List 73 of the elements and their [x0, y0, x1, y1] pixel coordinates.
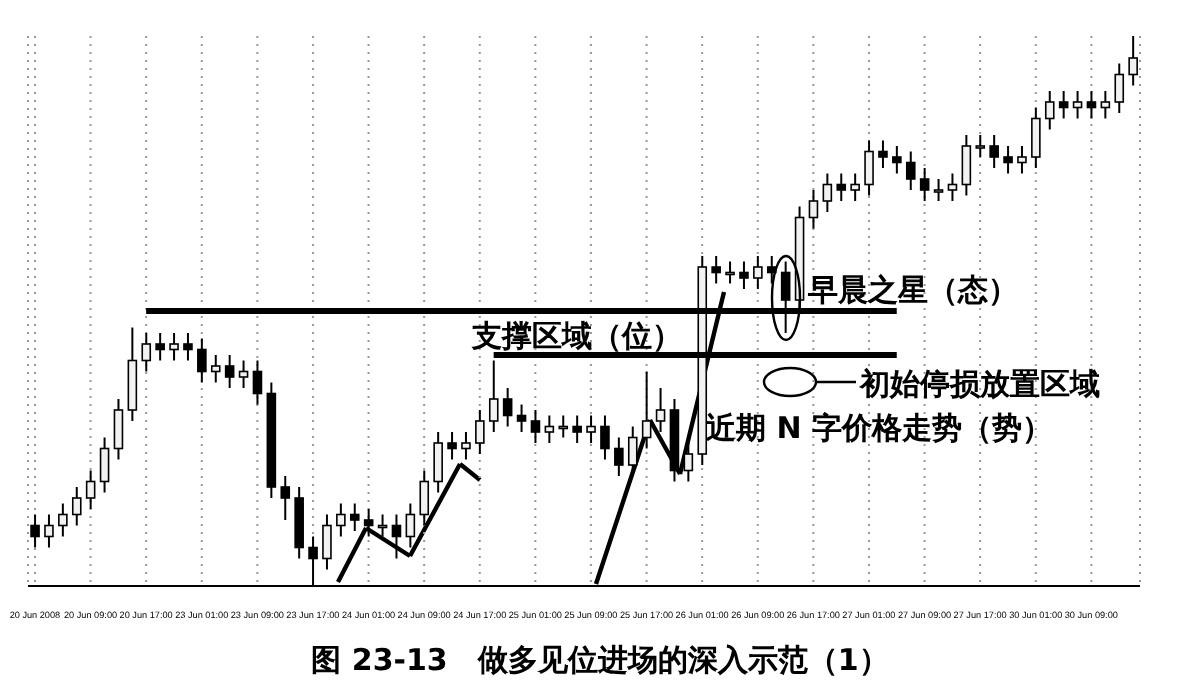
- candlestick: [947, 172, 958, 202]
- candlestick: [391, 513, 402, 560]
- candlestick: [44, 513, 54, 549]
- candlestick: [183, 332, 193, 362]
- candlestick: [85, 469, 96, 510]
- candlestick: [238, 359, 249, 389]
- candlestick: [1031, 106, 1041, 169]
- candlestick: [850, 172, 860, 202]
- candlestick: [141, 332, 152, 373]
- candlestick: [961, 134, 972, 197]
- candlestick: [336, 502, 346, 538]
- candlestick: [1086, 90, 1097, 120]
- candlestick: [905, 150, 916, 191]
- candlestick: [447, 431, 457, 461]
- candlestick: [1128, 36, 1138, 87]
- candlestick: [614, 436, 624, 477]
- candlestick: [808, 189, 819, 230]
- candlestick: [558, 414, 569, 439]
- candlestick: [711, 255, 721, 285]
- candlestick: [933, 178, 944, 202]
- candlestick: [516, 403, 527, 433]
- candlestick: [572, 414, 582, 444]
- candlestick: [739, 260, 749, 290]
- candlestick: [210, 354, 221, 384]
- candlestick: [544, 414, 555, 444]
- candlestick: [405, 502, 416, 549]
- candlestick: [71, 486, 82, 527]
- candlestick: [155, 332, 165, 362]
- candlestick: [30, 513, 40, 549]
- candlestick: [836, 172, 847, 202]
- candlestick: [99, 436, 110, 494]
- candlestick: [169, 332, 179, 362]
- annotation: 近期 N 字价格走势（势）: [704, 410, 1052, 446]
- candlestick: [461, 431, 471, 461]
- candlestick: [1114, 62, 1125, 114]
- candlestick: [1072, 90, 1083, 120]
- candlestick: [878, 139, 888, 169]
- candlestick: [322, 513, 332, 571]
- candlestick: [892, 145, 902, 175]
- candlestick: [530, 409, 541, 444]
- candlestick: [683, 442, 694, 483]
- candlestick: [1100, 90, 1111, 120]
- candlestick: [252, 359, 263, 406]
- candlestick: [197, 337, 207, 384]
- candlestick: [502, 387, 513, 428]
- annotation: 早晨之星（态）: [806, 272, 1018, 308]
- candlestick: [349, 502, 360, 532]
- candlestick: [475, 409, 485, 455]
- annotation: 支撑区域（位）: [470, 318, 682, 354]
- candlestick: [600, 414, 610, 461]
- candlestick: [280, 475, 291, 521]
- candlestick: [864, 139, 874, 197]
- candlestick: [419, 469, 430, 527]
- candlestick: [1003, 145, 1013, 175]
- candlestick: [58, 502, 68, 538]
- candlestick: [1044, 90, 1055, 131]
- annotation: 初始停损放置区域: [858, 366, 1100, 402]
- text: 图 23-13 做多见位进场的深入示范（1）: [309, 640, 891, 682]
- candlestick: [586, 414, 596, 444]
- candlestick: [1058, 90, 1069, 120]
- candlestick: [919, 167, 930, 202]
- candlestick: [433, 431, 443, 494]
- candlestick: [655, 387, 666, 433]
- candlestick: [641, 370, 652, 450]
- candlestick: [113, 398, 124, 461]
- candlestick: [975, 134, 986, 158]
- candlestick: [1017, 145, 1027, 175]
- candlestick: [725, 260, 735, 285]
- candlestick: [822, 172, 833, 213]
- candlestick: [989, 134, 999, 169]
- candlestick: [363, 508, 374, 538]
- candlestick: [753, 255, 763, 290]
- candlestick: [224, 354, 235, 389]
